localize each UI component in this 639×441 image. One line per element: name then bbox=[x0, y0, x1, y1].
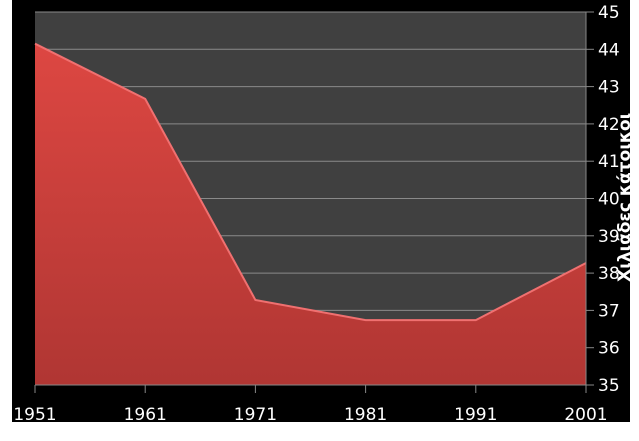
area-series bbox=[35, 43, 586, 385]
y-tick-label: 43 bbox=[598, 78, 620, 98]
y-tick-label: 44 bbox=[598, 40, 620, 60]
y-tick-label: 37 bbox=[598, 301, 620, 321]
x-tick-label: 1971 bbox=[234, 405, 277, 425]
x-tick-label: 1991 bbox=[454, 405, 497, 425]
x-tick-label: 1981 bbox=[344, 405, 387, 425]
y-axis-label: Χιλιάδες κάτοικοι bbox=[615, 113, 635, 282]
y-tick-label: 35 bbox=[598, 376, 620, 396]
x-tick-label: 1961 bbox=[124, 405, 167, 425]
y-tick-label: 40 bbox=[598, 190, 620, 210]
y-tick-label: 38 bbox=[598, 264, 620, 284]
x-tick-label: 1951 bbox=[13, 405, 56, 425]
y-tick-label: 39 bbox=[598, 227, 620, 247]
x-tick-label: 2001 bbox=[564, 405, 607, 425]
y-tick-label: 45 bbox=[598, 3, 620, 23]
y-tick-label: 41 bbox=[598, 152, 620, 172]
y-tick-label: 42 bbox=[598, 115, 620, 135]
y-tick-label: 36 bbox=[598, 339, 620, 359]
area-series-edge bbox=[34, 42, 587, 322]
